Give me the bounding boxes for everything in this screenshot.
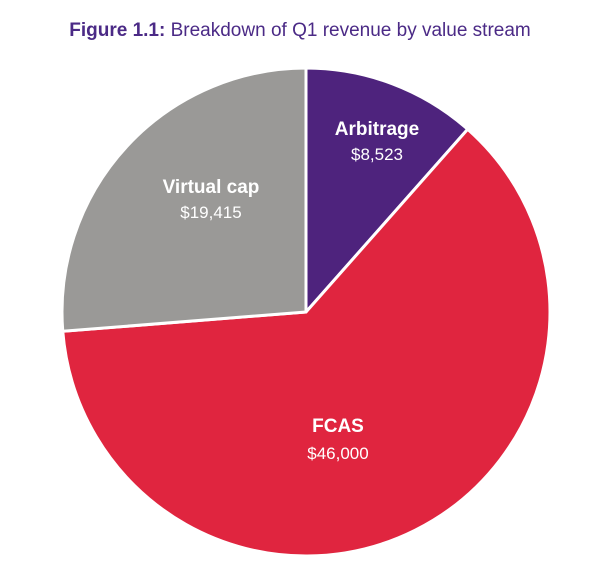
slice-label-arbitrage: Arbitrage bbox=[335, 119, 419, 140]
slice-label-virtual-cap: Virtual cap bbox=[163, 177, 260, 198]
pie-slice-virtual-cap bbox=[60, 66, 308, 333]
slice-label-fcas: FCAS bbox=[312, 416, 364, 437]
pie-slices bbox=[60, 66, 552, 558]
pie-labels: Arbitrage $8,523 FCAS $46,000 Virtual cap $19… bbox=[163, 119, 420, 463]
chart-title-prefix: Figure 1.1: bbox=[69, 20, 166, 41]
slice-value-fcas: $46,000 bbox=[307, 444, 368, 463]
chart-title-text: Breakdown of Q1 revenue by value stream bbox=[170, 20, 531, 41]
slice-value-virtual-cap: $19,415 bbox=[180, 203, 241, 222]
slice-value-arbitrage: $8,523 bbox=[351, 145, 403, 164]
pie-slice-arbitrage bbox=[304, 66, 470, 314]
chart-title: Figure 1.1: Breakdown of Q1 revenue by v… bbox=[0, 20, 600, 42]
pie-slice-fcas bbox=[61, 127, 552, 558]
